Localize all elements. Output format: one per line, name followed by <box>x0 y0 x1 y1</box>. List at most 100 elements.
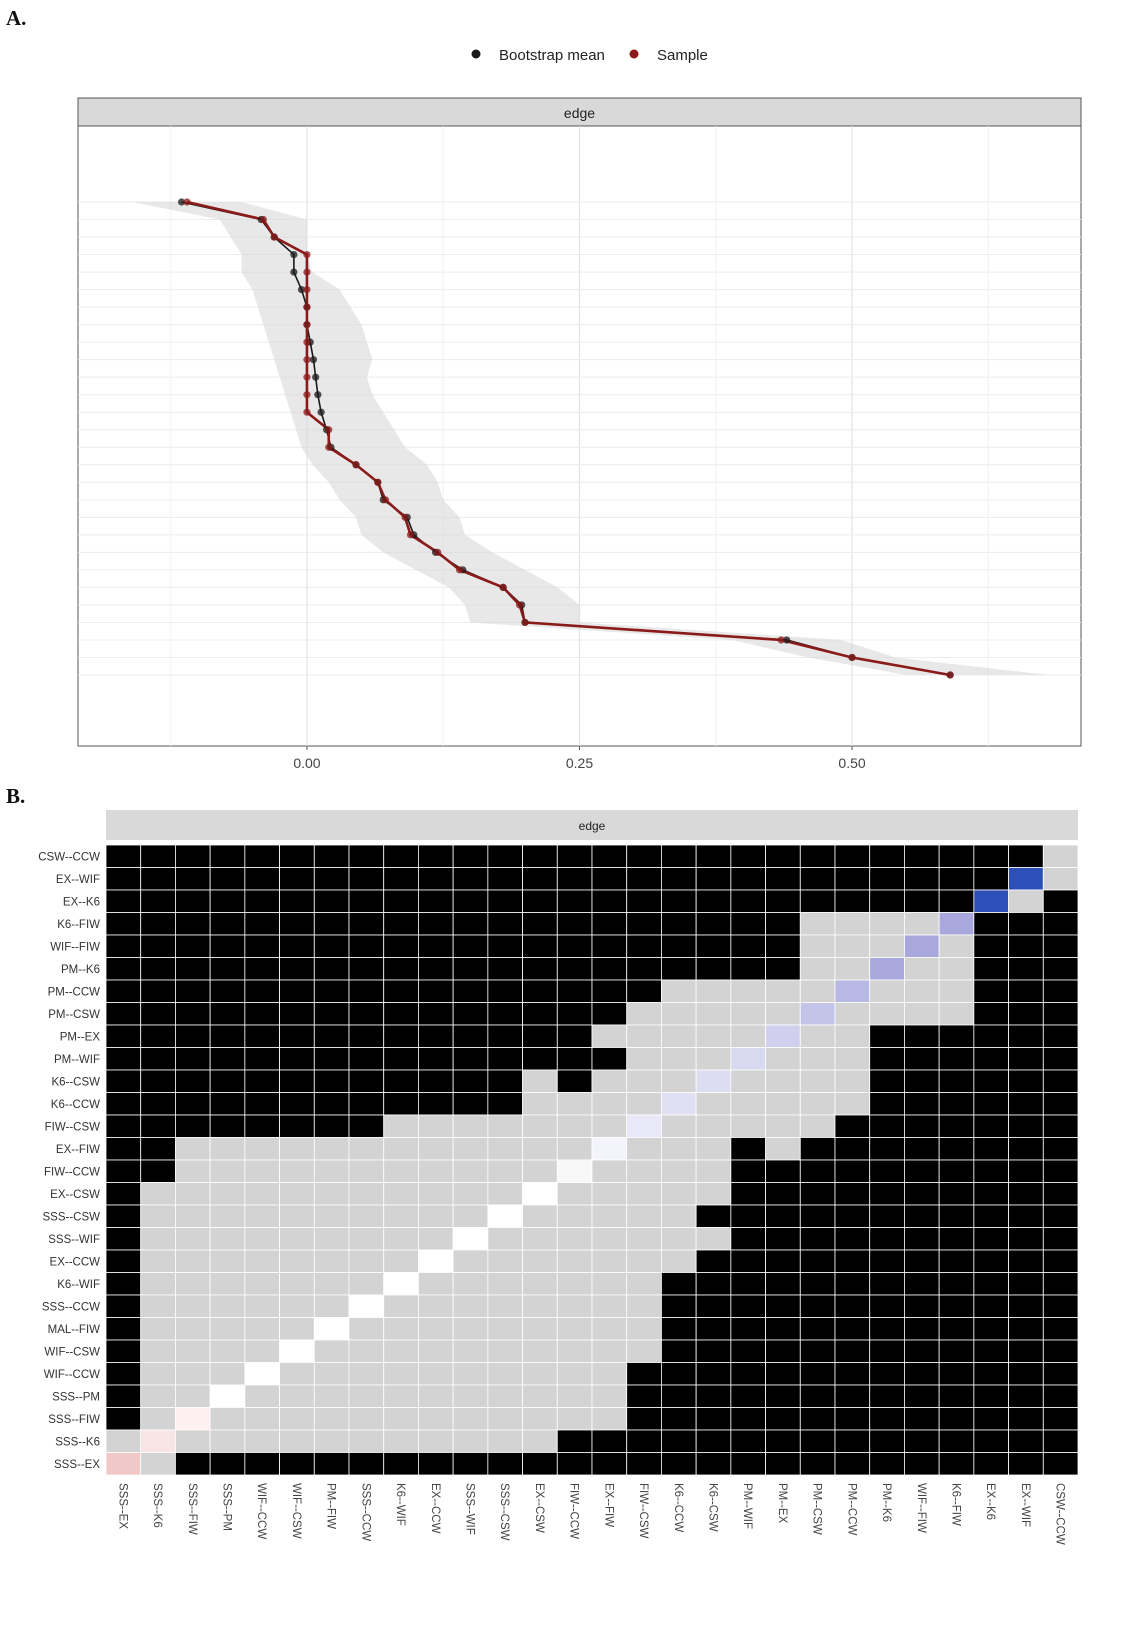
heatmap-cell <box>244 844 280 868</box>
heatmap-cell <box>904 934 940 958</box>
heatmap-cell <box>209 844 246 868</box>
heatmap-cell <box>244 1047 280 1071</box>
heatmap-cell <box>209 1407 246 1431</box>
heatmap-cell <box>452 1407 489 1431</box>
heatmap-cell <box>105 1339 142 1363</box>
heatmap-cell <box>869 957 905 981</box>
heatmap-cell <box>904 844 940 868</box>
heatmap-cell <box>626 889 662 913</box>
heatmap-cell <box>487 957 523 981</box>
heatmap-cell <box>279 1249 315 1273</box>
bootstrap-point <box>314 391 322 399</box>
heatmap-x-label: SSS--CSW <box>498 1483 510 1541</box>
heatmap-cell <box>244 957 280 981</box>
heatmap-cell <box>834 1047 871 1071</box>
heatmap-cell <box>418 1047 454 1071</box>
heatmap-cell <box>869 1024 905 1048</box>
heatmap-cell <box>626 1069 662 1093</box>
heatmap-cell <box>904 1384 940 1408</box>
heatmap-cell <box>522 1092 558 1116</box>
heatmap-cell <box>348 1137 385 1161</box>
heatmap-cell <box>418 1159 454 1183</box>
heatmap-cell <box>661 957 697 981</box>
heatmap-cell <box>973 1339 1009 1363</box>
heatmap-cell <box>175 1024 211 1048</box>
heatmap-cell <box>452 1159 489 1183</box>
heatmap-cell <box>556 1452 593 1476</box>
heatmap-cell <box>209 1272 246 1296</box>
heatmap-cell <box>348 867 385 891</box>
heatmap-cell <box>938 1362 975 1386</box>
heatmap-cell <box>209 867 246 891</box>
heatmap-cell <box>799 1002 836 1026</box>
sample-point <box>777 636 785 644</box>
heatmap-cell <box>522 1272 558 1296</box>
heatmap-cell <box>1008 957 1044 981</box>
heatmap-cell <box>209 1384 246 1408</box>
heatmap-cell <box>591 1339 628 1363</box>
legend-bootstrap-label: Bootstrap mean <box>499 47 605 64</box>
heatmap-x-label: PM--FIW <box>325 1483 337 1529</box>
heatmap-cell <box>765 1384 801 1408</box>
heatmap-cell <box>105 1384 142 1408</box>
sample-point <box>406 531 415 539</box>
heatmap-cell <box>869 1047 905 1071</box>
heatmap-cell <box>591 1024 628 1048</box>
heatmap-cell <box>348 1294 385 1318</box>
heatmap-cell <box>1008 1047 1044 1071</box>
heatmap-cell <box>973 912 1009 936</box>
heatmap-cell <box>522 1384 558 1408</box>
heatmap-cell <box>730 1159 766 1183</box>
heatmap-cell <box>1008 1317 1044 1341</box>
heatmap-cell <box>313 1114 350 1138</box>
heatmap-cell <box>1008 867 1044 891</box>
heatmap-cell <box>452 1384 489 1408</box>
heatmap-y-label: SSS--CSW <box>43 1211 101 1223</box>
heatmap-cell <box>209 1339 246 1363</box>
heatmap-cell <box>140 979 176 1003</box>
heatmap-cell <box>522 1429 558 1453</box>
heatmap-cell <box>591 934 628 958</box>
heatmap-cell <box>730 1249 766 1273</box>
heatmap-cell <box>973 1227 1009 1251</box>
heatmap-cell <box>140 1317 176 1341</box>
heatmap-cell <box>730 957 766 981</box>
heatmap-cell <box>591 1002 628 1026</box>
heatmap-cell <box>730 844 766 868</box>
heatmap-cell <box>209 957 246 981</box>
heatmap-cell <box>279 1182 315 1206</box>
heatmap-cell <box>348 1272 385 1296</box>
heatmap-cell <box>522 1182 558 1206</box>
heatmap-cell <box>973 1317 1009 1341</box>
heatmap-cell <box>973 957 1009 981</box>
heatmap-cell <box>244 1294 280 1318</box>
heatmap-cell <box>591 1182 628 1206</box>
heatmap-cell <box>730 1407 766 1431</box>
heatmap-cell <box>765 867 801 891</box>
heatmap-cell <box>765 1092 801 1116</box>
heatmap-cell <box>452 1249 489 1273</box>
heatmap-cell <box>452 1294 489 1318</box>
heatmap-cell <box>904 1429 940 1453</box>
heatmap-cell <box>105 1069 142 1093</box>
heatmap-cell <box>661 1137 697 1161</box>
heatmap-cell <box>556 1429 593 1453</box>
heatmap-cell <box>869 1317 905 1341</box>
heatmap-x-label: SSS--PM <box>221 1483 233 1531</box>
heatmap-cell <box>487 1227 523 1251</box>
heatmap-cell <box>799 889 836 913</box>
heatmap-cell <box>591 1069 628 1093</box>
heatmap-cell <box>105 1294 142 1318</box>
heatmap-cell <box>1008 1272 1044 1296</box>
heatmap-cell <box>244 1159 280 1183</box>
heatmap-cell <box>730 912 766 936</box>
heatmap-cell <box>175 1429 211 1453</box>
heatmap-cell <box>522 889 558 913</box>
heatmap-cell <box>487 1452 523 1476</box>
heatmap-cell <box>140 1024 176 1048</box>
heatmap-cell <box>279 1204 315 1228</box>
heatmap-cell <box>938 889 975 913</box>
heatmap-cell <box>244 889 280 913</box>
heatmap-cell <box>175 1272 211 1296</box>
heatmap-cell <box>973 1294 1009 1318</box>
